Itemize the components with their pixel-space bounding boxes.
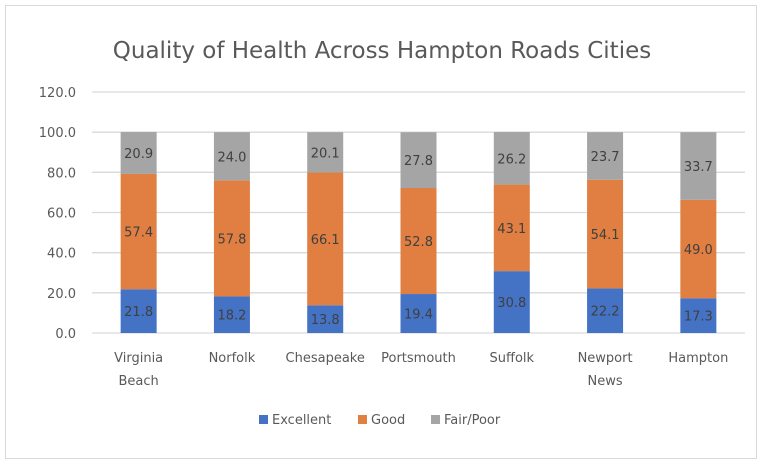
x-tick-label: Hampton [668,351,728,366]
bar-segment-fair-poor [120,131,157,174]
y-tick-label: 0.0 [55,327,76,342]
bar-segment-fair-poor [587,132,624,180]
bar-segment-excellent [213,296,250,333]
legend-label: Excellent [272,413,331,428]
bar-segment-good [213,180,250,297]
data-label: 30.8 [497,296,526,311]
data-label: 33.7 [684,160,713,175]
bar-segment-fair-poor [493,131,530,185]
bar-segment-excellent [400,294,437,333]
y-tick-label: 40.0 [47,247,76,262]
legend-label: Good [371,413,405,428]
x-tick-label: Norfolk [209,351,256,366]
data-label: 52.8 [404,235,433,250]
x-tick-label: Beach [119,374,159,389]
chart-frame [5,5,757,459]
data-label: 54.1 [591,228,620,243]
x-tick-label: News [588,374,623,389]
data-label: 20.9 [124,147,153,162]
data-label: 49.0 [684,243,713,258]
y-tick-label: 120.0 [39,86,76,101]
bar-segment-good [680,199,717,299]
bar-segment-excellent [680,298,717,333]
bar-segment-excellent [587,288,624,333]
y-tick-label: 80.0 [47,166,76,181]
bar-segment-fair-poor [400,132,437,188]
bar-segment-fair-poor [213,132,250,181]
x-tick-label: Suffolk [490,351,535,366]
data-label: 23.7 [591,150,620,165]
x-tick-label: Newport [578,351,633,366]
bar-segment-good [493,184,530,272]
data-label: 57.4 [124,226,153,241]
bar-segment-fair-poor [680,132,717,200]
bar-segment-good [120,173,157,290]
data-label: 22.2 [591,305,620,320]
data-label: 27.8 [404,154,433,169]
data-label: 20.1 [311,146,340,161]
legend-swatch [259,415,268,424]
y-tick-label: 100.0 [39,126,76,141]
legend-label: Fair/Poor [444,413,501,428]
bar-segment-good [307,172,344,306]
legend-swatch [431,415,440,424]
data-label: 13.8 [311,313,340,328]
data-label: 57.8 [217,232,246,247]
data-label: 17.3 [684,310,713,325]
x-tick-label: Chesapeake [286,351,365,366]
chart-title: Quality of Health Across Hampton Roads C… [113,38,651,64]
bar-segment-good [400,187,437,295]
bar-segment-good [587,179,624,289]
data-label: 24.0 [217,150,246,165]
data-label: 43.1 [497,222,526,237]
data-label: 19.4 [404,308,433,323]
legend-swatch [358,415,367,424]
bar-segment-excellent [493,271,530,333]
y-tick-label: 60.0 [47,207,76,222]
bar-segment-excellent [307,305,344,333]
bar-segment-excellent [120,289,157,333]
bar-segment-fair-poor [307,132,344,173]
x-tick-label: Virginia [114,351,163,366]
data-label: 21.8 [124,305,153,320]
x-tick-label: Portsmouth [381,351,456,366]
data-label: 18.2 [217,309,246,324]
data-label: 26.2 [497,152,526,167]
y-tick-label: 20.0 [47,287,76,302]
data-label: 66.1 [311,233,340,248]
